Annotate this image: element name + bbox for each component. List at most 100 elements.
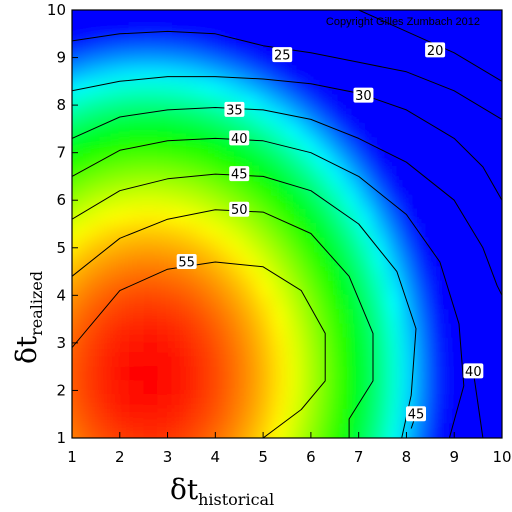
heat-cell [372,323,388,339]
heat-cell [272,223,288,239]
heat-cell [501,95,502,111]
heat-cell [487,23,502,40]
contour-line-35 [72,107,502,296]
heat-cell [315,423,331,438]
heat-cell [444,366,460,382]
heat-cell [171,280,188,296]
heat-cell [386,152,403,168]
heat-cell [171,408,188,425]
heat-cell [100,294,116,311]
heat-cell [458,180,474,196]
heat-cell [128,38,145,54]
heat-cell [72,209,73,225]
heat-cell [214,408,231,425]
heat-cell [286,166,302,182]
heat-cell [358,237,374,254]
heat-cell [85,66,102,82]
heat-cell [72,223,87,239]
heat-cell [415,294,431,311]
heat-cell [200,123,216,139]
heat-cell [186,337,202,353]
heat-cell [472,294,489,311]
heat-cell [128,152,145,168]
heat-cell [200,309,216,325]
heat-cell [272,408,288,425]
heat-cell [329,223,345,239]
heat-cell [186,209,202,225]
heat-cell [401,380,417,396]
heat-cell [171,380,188,396]
heat-cell [358,280,374,296]
heat-cell [200,95,216,111]
heat-cell [472,10,489,25]
heat-cell [243,180,259,196]
heat-cell [257,351,274,368]
heat-cell [200,52,216,68]
heat-cell [100,252,116,268]
heat-cell [257,380,274,396]
heat-cell [286,280,302,296]
heat-cell [487,180,502,196]
heat-cell [401,10,417,11]
heat-cell [315,408,331,425]
y-tick-label: 1 [56,429,66,447]
heat-cell [487,237,502,254]
heat-cell [214,52,231,68]
heat-cell [415,252,431,268]
heat-cell [100,166,116,182]
heat-cell [171,95,188,111]
heat-cell [501,237,502,254]
heat-cell [186,223,202,239]
heat-cell [85,109,102,125]
heat-cell [200,351,216,368]
heat-cell [272,337,288,353]
heat-cell [401,252,417,268]
heat-cell [315,323,331,339]
heat-cell [272,252,288,268]
heat-cell [401,95,417,111]
heat-cell [100,437,116,438]
heat-cell [171,266,188,282]
heat-cell [315,38,331,54]
heat-cell [257,323,274,339]
heat-cell [444,166,460,182]
heat-cell [100,237,116,254]
heat-cell [171,294,188,311]
plot-frame [71,9,503,439]
heat-cell [401,152,417,168]
heat-cell [444,66,460,82]
heat-cell [143,209,159,225]
heat-cell [85,366,102,382]
heat-cell [458,380,474,396]
heat-cell [243,408,259,425]
heat-cell [243,10,259,11]
heat-cell [329,280,345,296]
heat-cell [429,252,446,268]
heat-cell [401,137,417,154]
heat-cell [444,152,460,168]
heat-cell [128,423,145,438]
heat-cell [372,38,388,54]
heat-cell [171,366,188,382]
heat-cell [472,23,489,40]
heat-cell [85,180,102,196]
heat-cell [444,80,460,97]
heat-cell [72,10,87,11]
heat-cell [114,137,130,154]
heat-cell [243,237,259,254]
heat-cell [243,66,259,82]
heat-cell [157,366,173,382]
heat-cell [72,408,73,425]
heat-cell [171,437,188,438]
heat-cell [458,109,474,125]
heat-cell [72,366,87,382]
heat-cell [487,194,502,211]
x-tick-label: 6 [306,448,316,466]
heat-cell [186,351,202,368]
heat-cell [272,152,288,168]
heat-cell [401,280,417,296]
heat-cell [329,166,345,182]
heat-cell [415,437,431,438]
heat-cell [401,423,417,438]
heat-cell [358,152,374,168]
